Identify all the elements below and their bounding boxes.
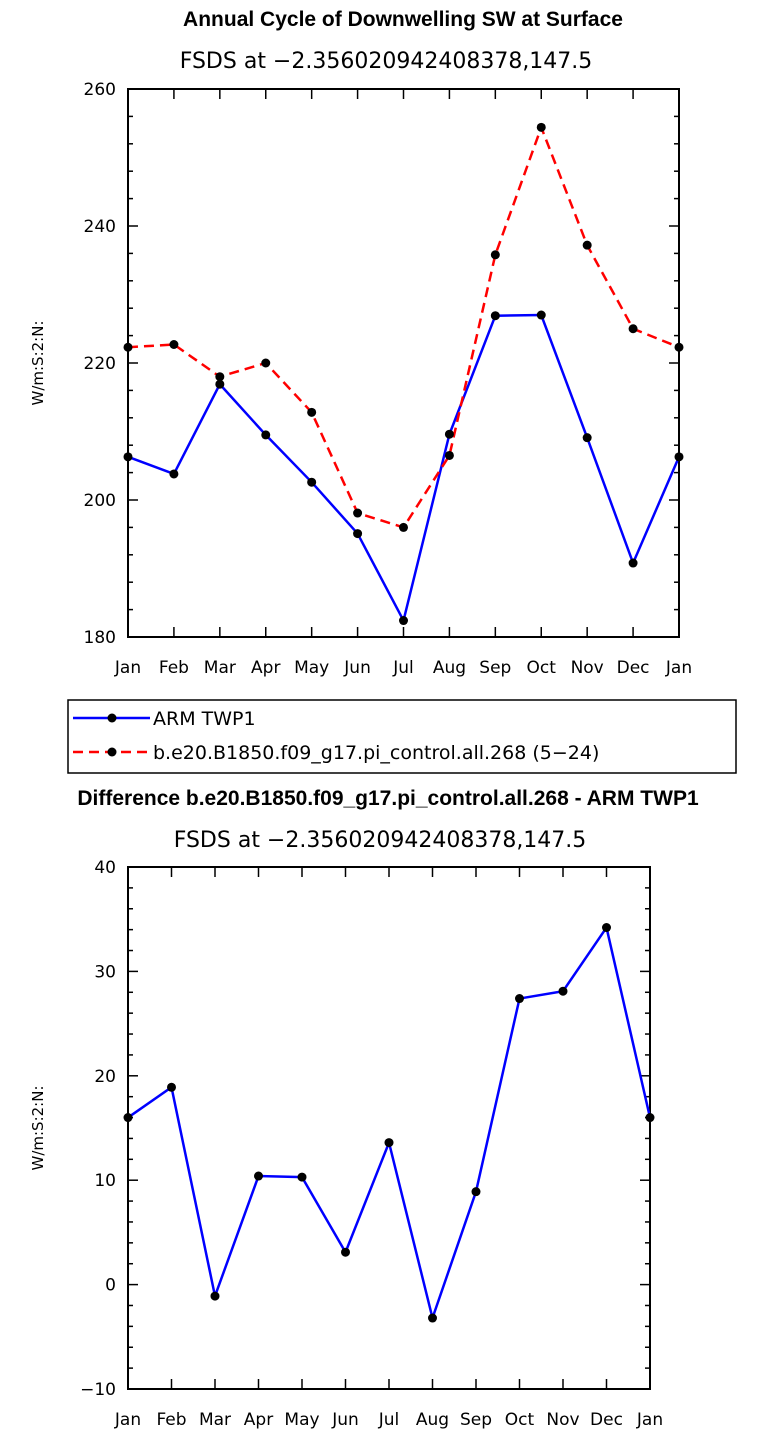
chart1-point-s1-8 xyxy=(490,311,500,321)
chart2-point-s1-11 xyxy=(602,923,611,933)
chart1-ytick-label: 200 xyxy=(84,491,116,511)
chart1-point-s1-5 xyxy=(353,529,363,539)
chart2-point-s1-5 xyxy=(341,1247,350,1257)
chart2-ylabel: W/m:S:2:N: xyxy=(29,1086,47,1171)
chart2-xtick-label: Jan xyxy=(636,1410,663,1430)
chart1-point-s2-4 xyxy=(307,407,317,417)
chart2-ytick-label: 40 xyxy=(94,858,116,878)
chart2-point-s1-0 xyxy=(123,1113,133,1123)
chart2-plot: −10 0 10 20 30 40 Jan Feb Mar Apr May Jun Jul Aug Sep O… xyxy=(29,858,663,1430)
chart1-xtick-label: Apr xyxy=(251,658,280,678)
chart1-point-s1-11 xyxy=(628,558,638,568)
chart2-xtick-label: Oct xyxy=(505,1410,535,1430)
chart1-xtick-label: Feb xyxy=(159,658,189,678)
chart1-point-s1-12 xyxy=(674,452,684,462)
chart1-xtick-label: Aug xyxy=(433,658,466,678)
chart1-point-s2-6 xyxy=(399,522,408,532)
chart1-point-s2-12 xyxy=(674,342,684,352)
chart2-subtitle: FSDS at −2.356020942408378,147.5 xyxy=(174,828,587,853)
chart1-ytick-label: 240 xyxy=(84,217,116,237)
legend-marker-series2 xyxy=(107,747,117,757)
chart2-title: Difference b.e20.B1850.f09_g17.pi_contro… xyxy=(77,787,699,810)
chart1-ytick-label: 220 xyxy=(84,354,116,374)
chart1-xtick-label: Jul xyxy=(392,658,414,678)
chart1-point-s1-6 xyxy=(399,616,408,626)
chart1-point-s2-9 xyxy=(536,122,546,132)
chart1-point-s2-0 xyxy=(123,342,133,352)
chart1-xtick-label: Nov xyxy=(571,658,604,678)
chart2-xtick-label: May xyxy=(284,1410,319,1430)
chart1-ytick-label: 260 xyxy=(84,80,116,100)
chart2-xtick-label: Dec xyxy=(590,1410,623,1430)
legend-box xyxy=(67,699,737,774)
chart2-ytick-label: 10 xyxy=(94,1171,116,1191)
chart1-point-s1-10 xyxy=(582,433,592,443)
chart1-point-s1-2 xyxy=(215,379,225,389)
chart2-xtick-label: Feb xyxy=(156,1410,186,1430)
chart1-subtitle: FSDS at −2.356020942408378,147.5 xyxy=(180,49,593,74)
chart1-xtick-label: Mar xyxy=(204,658,236,678)
chart1-ytick-label: 180 xyxy=(84,628,116,648)
chart1-xtick-label: Dec xyxy=(617,658,650,678)
chart1-point-s2-7 xyxy=(444,450,454,460)
chart1-series-line-1 xyxy=(127,313,681,625)
chart1-point-s1-7 xyxy=(444,429,454,439)
chart1-xtick-label: Sep xyxy=(479,658,511,678)
chart2-ytick-label: 30 xyxy=(94,962,116,982)
chart2-xtick-label: Apr xyxy=(244,1410,273,1430)
chart1-point-s2-2 xyxy=(215,372,225,382)
chart2-xtick-label: Jan xyxy=(114,1410,141,1430)
chart2-ytick-label: −10 xyxy=(80,1380,116,1400)
chart2-point-s1-4 xyxy=(297,1172,307,1182)
legend-marker-series1 xyxy=(107,713,117,723)
chart1-xtick-label: Jan xyxy=(665,658,692,678)
chart1-point-s2-8 xyxy=(490,250,500,260)
chart2-point-s1-6 xyxy=(384,1138,394,1148)
chart1-point-s2-5 xyxy=(353,508,363,518)
legend-label-series2: b.e20.B1850.f09_g17.pi_control.all.268 (… xyxy=(153,742,599,764)
chart1-ylabel: W/m:S:2:N: xyxy=(29,321,47,406)
chart1-point-s1-4 xyxy=(307,477,317,487)
chart2-xtick-label: Aug xyxy=(416,1410,449,1430)
chart2-series-line-1 xyxy=(127,924,652,1323)
chart2-xtick-label: Sep xyxy=(460,1410,492,1430)
chart2-point-s1-3 xyxy=(254,1171,263,1181)
chart1-xtick-label: Oct xyxy=(527,658,557,678)
legend-label-series1: ARM TWP1 xyxy=(153,708,256,730)
chart1-point-s1-3 xyxy=(261,430,271,440)
chart1-point-s2-11 xyxy=(628,324,638,334)
chart2-xtick-label: Jun xyxy=(331,1410,359,1430)
chart2-point-s1-10 xyxy=(558,986,568,996)
legend: ARM TWP1 b.e20.B1850.f09_g17.pi_control.… xyxy=(67,699,737,774)
chart1-series-line-2 xyxy=(127,123,680,529)
chart1-xtick-label: Jun xyxy=(343,658,371,678)
chart1-point-s2-10 xyxy=(582,240,592,250)
chart1-xtick-label: May xyxy=(294,658,329,678)
chart2-point-s1-8 xyxy=(471,1187,481,1197)
chart2-point-s1-1 xyxy=(167,1082,176,1092)
chart2-point-s1-9 xyxy=(515,994,524,1004)
chart1-plot: 180 200 220 240 260 Jan Feb Mar Apr May Jun Jul Aug S… xyxy=(29,80,692,678)
chart2-xtick-label: Nov xyxy=(546,1410,579,1430)
chart2-ytick-label: 20 xyxy=(94,1067,116,1087)
chart1-point-s2-1 xyxy=(169,340,179,350)
chart1-xtick-label: Jan xyxy=(114,658,141,678)
chart2-point-s1-2 xyxy=(210,1291,220,1301)
chart2-xtick-label: Jul xyxy=(378,1410,400,1430)
chart2-frame xyxy=(127,866,651,1390)
chart2-ytick-label: 0 xyxy=(105,1276,116,1296)
chart2-xtick-label: Mar xyxy=(199,1410,231,1430)
chart1-frame xyxy=(127,88,680,638)
chart1-point-s1-9 xyxy=(536,310,546,320)
chart1-title: Annual Cycle of Downwelling SW at Surfac… xyxy=(183,8,623,31)
chart1-point-s1-1 xyxy=(169,469,179,479)
chart2-point-s1-12 xyxy=(645,1113,655,1123)
chart1-point-s2-3 xyxy=(261,358,271,368)
chart2-point-s1-7 xyxy=(428,1313,437,1323)
chart1-point-s1-0 xyxy=(123,452,133,462)
